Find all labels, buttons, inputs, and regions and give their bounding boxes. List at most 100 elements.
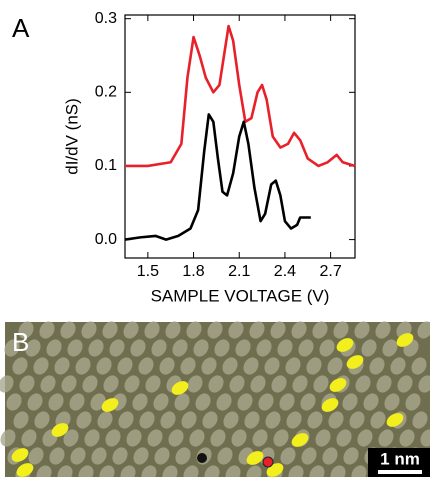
- atom: [243, 357, 259, 375]
- atom: [4, 339, 20, 357]
- atom: [298, 339, 314, 357]
- atom: [312, 321, 328, 339]
- atom: [292, 375, 308, 393]
- bright-spot: [329, 378, 347, 392]
- atom: [75, 357, 91, 375]
- atom: [144, 321, 160, 339]
- atom: [370, 411, 386, 429]
- atom: [6, 393, 22, 411]
- atom: [33, 357, 49, 375]
- bright-spot: [291, 433, 309, 447]
- atom: [306, 357, 322, 375]
- x-tick-label: 2.4: [274, 263, 296, 280]
- atom: [405, 393, 421, 411]
- atom: [49, 447, 65, 465]
- atom: [61, 375, 77, 393]
- x-tick-label: 2.7: [320, 263, 342, 280]
- atom: [333, 321, 349, 339]
- atom: [189, 429, 205, 447]
- bright-spot: [396, 333, 414, 347]
- atom: [390, 357, 406, 375]
- tip-position-marker: [262, 456, 274, 468]
- atom: [154, 447, 170, 465]
- atom: [117, 357, 133, 375]
- atom: [97, 411, 113, 429]
- atom: [174, 393, 190, 411]
- atom: [133, 447, 149, 465]
- atom: [138, 357, 154, 375]
- atom: [27, 393, 43, 411]
- atom: [39, 321, 55, 339]
- atom: [123, 321, 139, 339]
- atom: [34, 411, 50, 429]
- bright-spot: [171, 381, 189, 395]
- atom: [280, 447, 296, 465]
- atom: [411, 357, 427, 375]
- panel-label: A: [12, 13, 30, 43]
- atom: [202, 411, 218, 429]
- atom: [160, 411, 176, 429]
- plot-frame: [124, 14, 356, 259]
- atom: [271, 375, 287, 393]
- atom: [327, 357, 343, 375]
- y-tick-label: 0.2: [95, 84, 117, 101]
- atom: [235, 339, 251, 357]
- atom: [378, 429, 394, 447]
- y-tick-label: 0.3: [95, 10, 117, 27]
- atom: [228, 321, 244, 339]
- atom: [315, 429, 331, 447]
- atom: [229, 375, 245, 393]
- atom: [124, 375, 140, 393]
- atom: [186, 321, 202, 339]
- y-tick-label: 0.0: [95, 231, 117, 248]
- atom: [112, 447, 128, 465]
- atom: [354, 321, 370, 339]
- atom: [153, 393, 169, 411]
- atom: [102, 321, 118, 339]
- atom: [88, 339, 104, 357]
- atom: [301, 447, 317, 465]
- atom: [313, 375, 329, 393]
- x-tick-label: 2.1: [228, 263, 250, 280]
- atom: [84, 429, 100, 447]
- atom: [118, 411, 134, 429]
- atom: [256, 339, 272, 357]
- atom: [46, 339, 62, 357]
- stm-image: [0, 321, 430, 482]
- atom: [18, 321, 34, 339]
- x-tick-label: 1.5: [137, 263, 159, 280]
- atom: [0, 429, 16, 447]
- atom: [25, 339, 41, 357]
- atom: [139, 411, 155, 429]
- atom: [151, 339, 167, 357]
- bright-spot: [11, 448, 29, 462]
- atom: [264, 357, 280, 375]
- bright-spot: [101, 398, 119, 412]
- atom: [96, 357, 112, 375]
- atom: [48, 393, 64, 411]
- atom: [355, 375, 371, 393]
- y-tick-label: 0.1: [95, 157, 117, 174]
- atom: [231, 429, 247, 447]
- atom: [82, 375, 98, 393]
- atom: [175, 447, 191, 465]
- atom: [187, 375, 203, 393]
- atom: [357, 429, 373, 447]
- atom: [145, 375, 161, 393]
- atom: [193, 339, 209, 357]
- bright-spot: [346, 355, 364, 369]
- atom: [63, 429, 79, 447]
- atom: [237, 393, 253, 411]
- panel-label: B: [12, 327, 29, 357]
- scale-bar-label: 1 nm: [380, 449, 420, 468]
- atom: [412, 411, 428, 429]
- atom: [307, 411, 323, 429]
- tip-position-marker: [197, 453, 207, 463]
- atom: [207, 321, 223, 339]
- atom: [214, 339, 230, 357]
- atom: [181, 411, 197, 429]
- atom: [132, 393, 148, 411]
- atom: [130, 339, 146, 357]
- series-line: [125, 24, 356, 168]
